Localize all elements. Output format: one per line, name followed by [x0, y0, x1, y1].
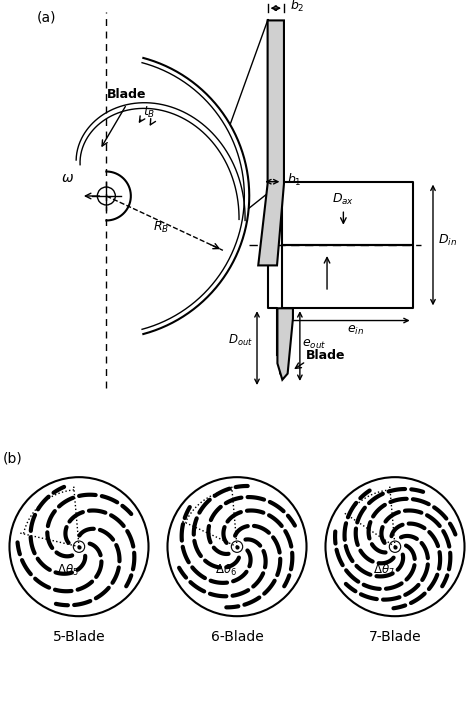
Text: $b_2$: $b_2$	[290, 0, 305, 14]
Text: $\Delta\theta_7$: $\Delta\theta_7$	[373, 562, 395, 578]
Text: 5-Blade: 5-Blade	[53, 630, 105, 644]
Text: $D_{out}$: $D_{out}$	[228, 333, 253, 348]
Text: 6-Blade: 6-Blade	[210, 630, 264, 644]
Text: (a): (a)	[37, 10, 56, 24]
Text: $\omega$: $\omega$	[61, 170, 74, 184]
Text: $t_B$: $t_B$	[143, 104, 155, 120]
Text: $e_{out}$: $e_{out}$	[302, 337, 326, 351]
Text: Blade: Blade	[107, 88, 146, 101]
Text: Blade: Blade	[306, 349, 346, 363]
Text: (b): (b)	[3, 452, 23, 466]
Text: $D_{in}$: $D_{in}$	[438, 233, 457, 249]
Text: $\Delta\theta_5$: $\Delta\theta_5$	[57, 562, 79, 578]
Text: $D_{ax}$: $D_{ax}$	[332, 192, 355, 207]
Text: $e_{in}$: $e_{in}$	[347, 324, 364, 337]
Polygon shape	[277, 308, 293, 379]
Text: $b_1$: $b_1$	[287, 172, 302, 188]
Text: $\Delta\theta_6$: $\Delta\theta_6$	[215, 562, 237, 578]
Text: $R_B$: $R_B$	[153, 220, 169, 235]
Text: 7-Blade: 7-Blade	[369, 630, 421, 644]
Polygon shape	[258, 20, 284, 265]
